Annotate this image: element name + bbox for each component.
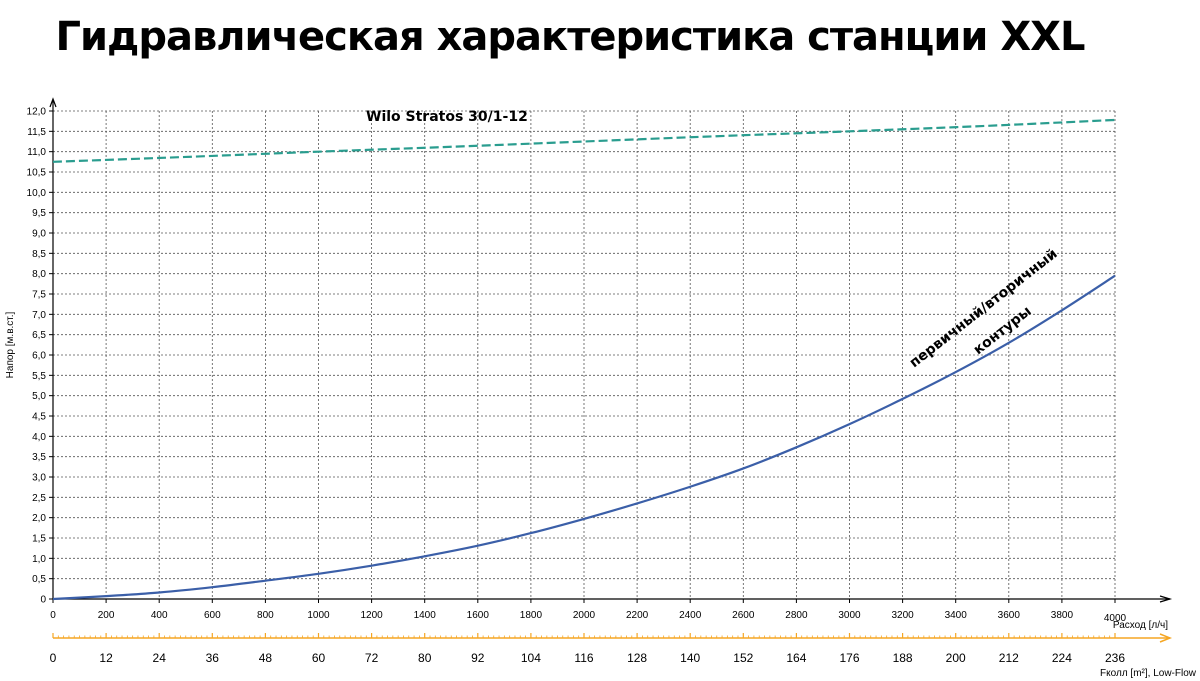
secondary-x-tick-label: 140	[680, 651, 700, 665]
secondary-x-tick-label: 116	[574, 651, 593, 665]
x-tick-label: 400	[151, 610, 168, 621]
secondary-x-tick-label: 224	[1052, 651, 1072, 665]
secondary-x-axis: 0 12 24 36 48 60 72 80 92 104 116 128 140 152 164 176 18…	[50, 633, 1173, 665]
secondary-x-tick-label: 152	[733, 651, 753, 665]
secondary-x-tick-label: 236	[1105, 651, 1125, 665]
y-tick-label: 8,5	[32, 249, 46, 260]
series-layer	[52, 118, 1116, 601]
y-tick-label: 11,0	[27, 147, 46, 158]
y-tick-label: 9,5	[32, 208, 46, 219]
secondary-x-tick-label: 104	[521, 651, 541, 665]
y-tick-label: 10,5	[27, 168, 47, 179]
y-tick-label: 6,5	[32, 330, 46, 341]
y-tick-label: 5,0	[32, 391, 46, 402]
x-tick-label: 1200	[360, 610, 383, 621]
y-tick-label: 10,0	[27, 188, 47, 199]
secondary-x-tick-label: 72	[365, 651, 379, 665]
x-axis-title: Расход [л/ч]	[1113, 620, 1168, 631]
chart-title: Гидравлическая характеристика станции XX…	[55, 14, 1086, 60]
y-tick-label: 0	[40, 595, 46, 606]
secondary-x-axis-title: Fколл [m²], Low-Flow	[1100, 668, 1197, 679]
y-tick-label: 9,0	[32, 229, 46, 240]
secondary-x-tick-label: 48	[259, 651, 273, 665]
x-tick-label: 3200	[891, 610, 914, 621]
x-tick-label: 4000	[1104, 613, 1127, 624]
secondary-x-tick-label: 176	[839, 651, 859, 665]
secondary-x-tick-label: 24	[153, 651, 167, 665]
y-tick-label: 3,0	[32, 473, 46, 484]
y-axis-title: Напор [м.в.ст.]	[5, 311, 16, 378]
grid	[53, 110, 1116, 599]
x-tick-label: 2400	[679, 610, 702, 621]
y-tick-label: 1,0	[32, 554, 46, 565]
x-tick-label: 3600	[998, 610, 1021, 621]
x-tick-label: 800	[257, 610, 274, 621]
wilo-curve-label: Wilo Stratos 30/1-12	[366, 109, 528, 125]
secondary-x-tick-label: 12	[99, 651, 113, 665]
y-tick-label: 3,5	[32, 452, 46, 463]
x-tick-label: 1800	[520, 610, 543, 621]
x-tick-label: 0	[50, 610, 56, 621]
secondary-x-axis-arrow	[1159, 633, 1173, 643]
y-tick-label: 7,0	[32, 310, 46, 321]
x-tick-label: 600	[204, 610, 221, 621]
x-tick-label: 3800	[1051, 610, 1074, 621]
series-line-circuit	[52, 274, 1116, 601]
secondary-x-tick-label: 36	[206, 651, 220, 665]
secondary-x-tick-label: 128	[627, 651, 647, 665]
secondary-x-tick-label: 212	[999, 651, 1019, 665]
x-axis-arrow	[1159, 595, 1173, 603]
x-axis: 0 200 400 600 800 1000 1200 1400 1600 1800 2000 220…	[50, 595, 1173, 624]
y-tick-label: 6,0	[32, 351, 46, 362]
y-axis: 0 0,5 1,0 1,5 2,0 2,5 3,0 3,5 4,0 4,5 5,0 5,5 6,0 6,5…	[27, 97, 57, 606]
y-tick-label: 11,5	[27, 127, 46, 138]
secondary-x-tick-label: 80	[418, 651, 432, 665]
secondary-x-tick-label: 0	[50, 651, 57, 665]
x-tick-label: 1400	[414, 610, 437, 621]
x-tick-label: 2000	[573, 610, 596, 621]
secondary-x-tick-label: 92	[471, 651, 485, 665]
secondary-x-tick-label: 60	[312, 651, 326, 665]
secondary-x-tick-label: 200	[946, 651, 966, 665]
secondary-x-tick-label: 164	[786, 651, 806, 665]
y-tick-label: 4,5	[32, 412, 46, 423]
x-tick-label: 2200	[626, 610, 649, 621]
secondary-x-tick-label: 188	[893, 651, 913, 665]
x-tick-label: 1600	[467, 610, 490, 621]
y-tick-label: 5,5	[32, 371, 46, 382]
series-line-wilo	[52, 118, 1116, 163]
y-tick-label: 12,0	[27, 107, 47, 118]
x-tick-label: 2800	[785, 610, 808, 621]
y-tick-label: 2,5	[32, 493, 46, 504]
y-tick-label: 8,0	[32, 269, 46, 280]
y-tick-label: 2,0	[32, 513, 46, 524]
x-tick-label: 200	[98, 610, 115, 621]
x-tick-label: 3000	[838, 610, 861, 621]
x-tick-label: 2600	[732, 610, 755, 621]
y-tick-label: 0,5	[32, 574, 46, 585]
x-tick-label: 1000	[307, 610, 330, 621]
y-axis-arrow	[49, 97, 57, 108]
y-tick-label: 7,5	[32, 290, 46, 301]
y-tick-label: 1,5	[32, 534, 46, 545]
y-tick-label: 4,0	[32, 432, 46, 443]
x-tick-label: 3400	[945, 610, 968, 621]
